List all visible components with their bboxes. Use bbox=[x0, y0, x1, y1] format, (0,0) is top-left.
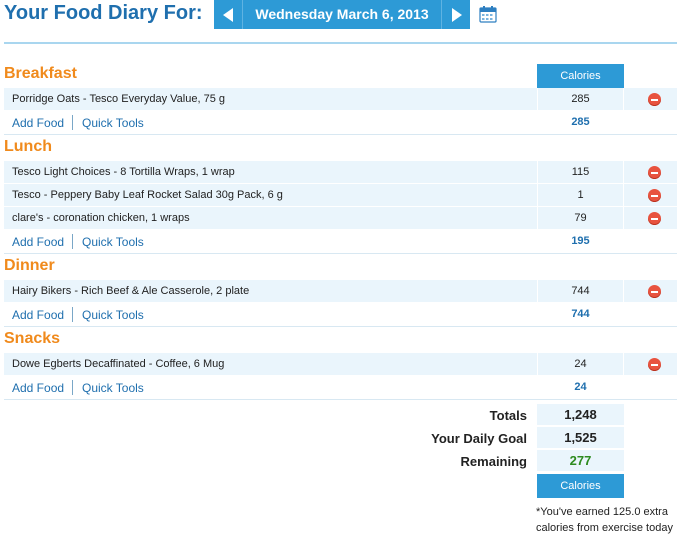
food-calories: 285 bbox=[537, 88, 624, 111]
previous-day-button[interactable] bbox=[214, 0, 242, 29]
meal-title: Dinner bbox=[4, 257, 55, 274]
remove-icon[interactable] bbox=[648, 212, 661, 225]
page-title: Your Food Diary For: bbox=[4, 2, 203, 24]
meal-title: Breakfast bbox=[4, 65, 77, 82]
food-calories: 744 bbox=[537, 280, 624, 303]
remove-icon[interactable] bbox=[648, 93, 661, 106]
food-row: Tesco Light Choices - 8 Tortilla Wraps, … bbox=[4, 161, 677, 184]
remaining-value: 277 bbox=[537, 450, 624, 472]
quick-tools-link[interactable]: Quick Tools bbox=[82, 381, 144, 395]
totals-label: Totals bbox=[489, 408, 527, 423]
current-date: Wednesday March 6, 2013 bbox=[242, 0, 442, 29]
action-separator bbox=[72, 234, 73, 249]
food-name[interactable]: Hairy Bikers - Rich Beef & Ale Casserole… bbox=[12, 285, 250, 297]
food-diary: Breakfast Calories Porridge Oats - Tesco… bbox=[4, 62, 677, 400]
food-calories: 115 bbox=[537, 161, 624, 184]
food-row: Dowe Egberts Decaffinated - Coffee, 6 Mu… bbox=[4, 353, 677, 376]
meal-header-lunch: Lunch bbox=[4, 135, 677, 161]
action-separator bbox=[72, 115, 73, 130]
food-row: Tesco - Peppery Baby Leaf Rocket Salad 3… bbox=[4, 184, 677, 207]
meal-total: 744 bbox=[571, 308, 590, 320]
quick-tools-link[interactable]: Quick Tools bbox=[82, 308, 144, 322]
exercise-note: *You've earned 125.0 extra calories from… bbox=[536, 506, 673, 534]
food-row: Porridge Oats - Tesco Everyday Value, 75… bbox=[4, 88, 677, 111]
meal-actions: Add Food Quick Tools 195 bbox=[4, 230, 677, 254]
food-name[interactable]: Dowe Egberts Decaffinated - Coffee, 6 Mu… bbox=[12, 358, 225, 370]
calendar-icon[interactable] bbox=[479, 5, 497, 23]
meal-header-snacks: Snacks bbox=[4, 327, 677, 353]
meal-title: Lunch bbox=[4, 138, 52, 155]
food-row: Hairy Bikers - Rich Beef & Ale Casserole… bbox=[4, 280, 677, 303]
remove-icon[interactable] bbox=[648, 358, 661, 371]
remaining-row: Remaining 277 bbox=[0, 450, 677, 472]
food-name[interactable]: Porridge Oats - Tesco Everyday Value, 75… bbox=[12, 93, 225, 105]
quick-tools-link[interactable]: Quick Tools bbox=[82, 235, 144, 249]
remove-icon[interactable] bbox=[648, 166, 661, 179]
next-day-button[interactable] bbox=[442, 0, 470, 29]
quick-tools-link[interactable]: Quick Tools bbox=[82, 116, 144, 130]
totals-value: 1,248 bbox=[537, 404, 624, 426]
food-name[interactable]: clare's - coronation chicken, 1 wraps bbox=[12, 212, 190, 224]
remove-icon[interactable] bbox=[648, 189, 661, 202]
remove-icon[interactable] bbox=[648, 285, 661, 298]
add-food-link[interactable]: Add Food bbox=[12, 235, 65, 249]
daily-goal-row: Your Daily Goal 1,525 bbox=[0, 427, 677, 449]
chevron-left-icon bbox=[223, 8, 233, 22]
food-calories: 79 bbox=[537, 207, 624, 230]
chevron-right-icon bbox=[452, 8, 462, 22]
meal-actions: Add Food Quick Tools 285 bbox=[4, 111, 677, 135]
daily-goal-value: 1,525 bbox=[537, 427, 624, 449]
meal-total: 195 bbox=[571, 235, 590, 247]
meal-actions: Add Food Quick Tools 744 bbox=[4, 303, 677, 327]
add-food-link[interactable]: Add Food bbox=[12, 116, 65, 130]
totals-row: Totals 1,248 bbox=[0, 404, 677, 426]
food-name[interactable]: Tesco - Peppery Baby Leaf Rocket Salad 3… bbox=[12, 189, 283, 201]
calories-column-header: Calories bbox=[537, 64, 624, 88]
diary-header: Your Food Diary For: Wednesday March 6, … bbox=[0, 0, 677, 44]
food-calories: 1 bbox=[537, 184, 624, 207]
daily-goal-label: Your Daily Goal bbox=[431, 431, 527, 446]
add-food-link[interactable]: Add Food bbox=[12, 381, 65, 395]
food-row: clare's - coronation chicken, 1 wraps 79 bbox=[4, 207, 677, 230]
meal-total: 285 bbox=[571, 116, 590, 128]
action-separator bbox=[72, 307, 73, 322]
meal-total: 24 bbox=[574, 381, 587, 393]
meal-title: Snacks bbox=[4, 330, 61, 347]
meal-actions: Add Food Quick Tools 24 bbox=[4, 376, 677, 400]
food-calories: 24 bbox=[537, 353, 624, 376]
header-divider bbox=[4, 42, 677, 44]
meal-header-dinner: Dinner bbox=[4, 254, 677, 280]
add-food-link[interactable]: Add Food bbox=[12, 308, 65, 322]
remaining-label: Remaining bbox=[460, 454, 527, 469]
meal-header-breakfast: Breakfast Calories bbox=[4, 62, 677, 88]
food-name[interactable]: Tesco Light Choices - 8 Tortilla Wraps, … bbox=[12, 166, 235, 178]
calories-footer-label: Calories bbox=[537, 474, 624, 498]
action-separator bbox=[72, 380, 73, 395]
